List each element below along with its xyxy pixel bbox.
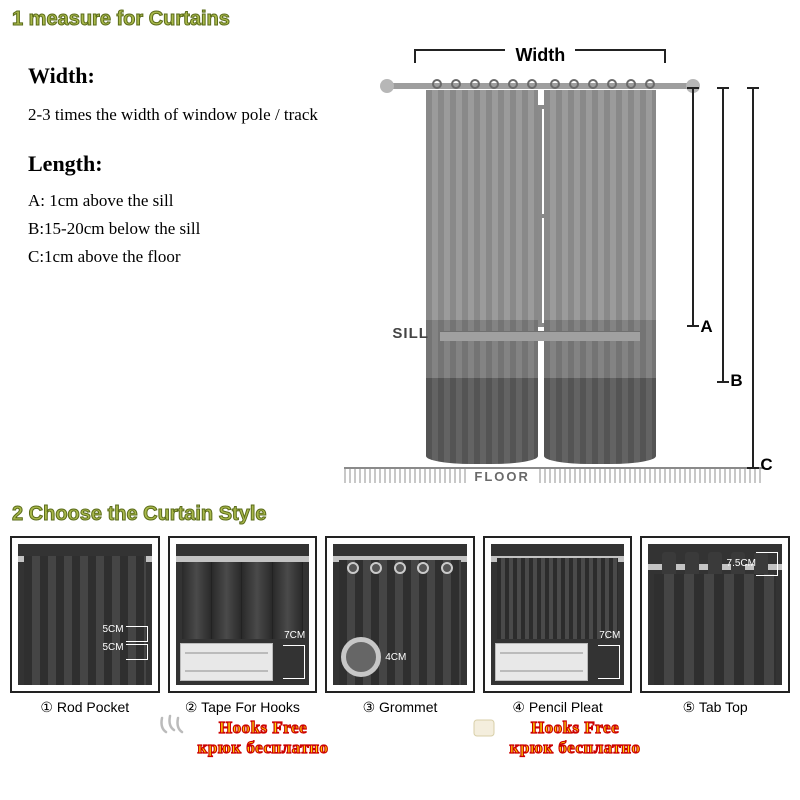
hooks-free-row: Hooks Free крюк бесплатно Hooks Free крю…: [0, 716, 800, 768]
measure-section: Width: 2-3 times the width of window pol…: [0, 35, 800, 495]
tape-strip-2: [495, 643, 589, 681]
measure-line-a: [692, 87, 694, 327]
style-card-tab-top: 7.5CM: [640, 536, 790, 693]
caption-4: ④ Pencil Pleat: [483, 699, 633, 716]
grommet-rings: [341, 562, 459, 574]
hooks-free-text-2a: Hooks Free: [480, 718, 670, 738]
hook-icon: [156, 714, 190, 744]
floor-label: FLOOR: [468, 469, 536, 484]
caption-5: ⑤ Tab Top: [640, 699, 790, 716]
style-captions: ① Rod Pocket ② Tape For Hooks ③ Grommet …: [0, 697, 800, 716]
length-a: A: 1cm above the sill: [28, 191, 374, 211]
sill: [440, 331, 640, 341]
grommet-detail: [341, 637, 381, 677]
section-2-title: 2 Choose the Curtain Style: [0, 495, 800, 530]
width-bracket: Width: [414, 49, 666, 51]
measure-text: Width: 2-3 times the width of window pol…: [10, 35, 384, 495]
width-heading: Width:: [28, 63, 374, 89]
length-c: C:1cm above the floor: [28, 247, 374, 267]
style-card-rod-pocket: 5CM 5CM: [10, 536, 160, 693]
hook-icon: [468, 714, 502, 744]
hooks-free-text-1b: крюк бесплатно: [168, 738, 358, 758]
dim-4cm: 4CM: [385, 652, 406, 663]
sill-label: SILL: [392, 325, 429, 342]
hooks-free-badge-1: Hooks Free крюк бесплатно: [168, 718, 358, 758]
dim-7cm-tape: 7CM: [284, 630, 305, 641]
caption-2: ② Tape For Hooks: [168, 699, 318, 716]
measure-line-c: [752, 87, 754, 469]
mark-a: A: [700, 317, 712, 337]
mark-c: C: [760, 455, 772, 475]
curtain-panel-right: [544, 90, 656, 464]
curtain-rings-right: [550, 79, 655, 89]
dim-5cm-b: 5CM: [102, 642, 123, 653]
caption-1: ① Rod Pocket: [10, 699, 160, 716]
curtain-rings-left: [432, 79, 537, 89]
mark-b: B: [730, 371, 742, 391]
style-card-pencil-pleat: 7CM: [483, 536, 633, 693]
curtain-diagram: Width SILL FLOOR A B C: [384, 35, 790, 495]
hooks-free-text-2b: крюк бесплатно: [480, 738, 670, 758]
measure-line-b: [722, 87, 724, 383]
width-label: Width: [505, 45, 575, 66]
length-heading: Length:: [28, 151, 374, 177]
hooks-free-text-1a: Hooks Free: [168, 718, 358, 738]
dim-7cm-pencil: 7CM: [599, 630, 620, 641]
style-card-grommet: 4CM: [325, 536, 475, 693]
dim-7-5cm: 7.5CM: [727, 558, 756, 569]
curtain-panel-left: [426, 90, 538, 464]
section-1-title: 1 measure for Curtains: [0, 0, 800, 35]
style-cards-row: 5CM 5CM 7CM 4CM: [0, 530, 800, 697]
tape-strip: [180, 643, 274, 681]
style-card-tape-hooks: 7CM: [168, 536, 318, 693]
length-b: B:15-20cm below the sill: [28, 219, 374, 239]
width-body: 2-3 times the width of window pole / tra…: [28, 103, 374, 127]
floor: [344, 467, 764, 483]
hooks-free-badge-2: Hooks Free крюк бесплатно: [480, 718, 670, 758]
caption-3: ③ Grommet: [325, 699, 475, 716]
dim-5cm-a: 5CM: [102, 624, 123, 635]
